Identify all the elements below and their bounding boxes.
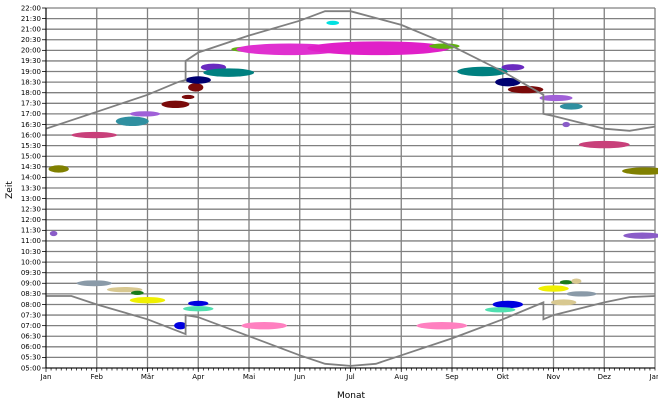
y-tick-label: 07:00 bbox=[21, 322, 41, 330]
observation-point bbox=[48, 165, 69, 173]
observation-point bbox=[538, 285, 569, 292]
observation-point bbox=[188, 300, 209, 307]
y-tick-label: 19:30 bbox=[21, 57, 41, 65]
y-tick-label: 11:00 bbox=[21, 237, 41, 245]
y-tick-label: 06:00 bbox=[21, 343, 41, 351]
x-tick-label: Apr bbox=[192, 373, 204, 381]
y-tick-label: 14:30 bbox=[21, 163, 41, 171]
y-tick-label: 19:00 bbox=[21, 68, 41, 76]
observation-point bbox=[578, 140, 630, 149]
y-tick-label: 13:30 bbox=[21, 184, 41, 192]
x-axis-label: Monat bbox=[337, 391, 365, 401]
observation-point bbox=[622, 167, 658, 175]
y-tick-label: 10:30 bbox=[21, 248, 41, 256]
observation-point bbox=[539, 94, 573, 102]
observation-marks bbox=[48, 20, 658, 330]
y-tick-label: 16:30 bbox=[21, 121, 41, 129]
observation-point bbox=[241, 321, 288, 330]
x-tick-label: Jan bbox=[649, 373, 658, 381]
x-tick-label: Dez bbox=[598, 373, 612, 381]
x-tick-label: Feb bbox=[91, 373, 104, 381]
y-tick-label: 21:30 bbox=[21, 15, 41, 23]
y-tick-label: 12:30 bbox=[21, 205, 41, 213]
x-tick-label: Mär bbox=[141, 373, 154, 381]
observation-point bbox=[131, 290, 144, 295]
observation-point bbox=[174, 321, 187, 330]
y-tick-label: 07:30 bbox=[21, 311, 41, 319]
y-tick-label: 15:00 bbox=[21, 153, 41, 161]
observation-point bbox=[623, 232, 658, 239]
observation-point bbox=[566, 291, 597, 297]
observation-point bbox=[457, 66, 508, 77]
sunrise-curve bbox=[46, 295, 656, 367]
observation-point bbox=[484, 307, 516, 313]
observation-point bbox=[307, 41, 450, 56]
y-tick-label: 17:30 bbox=[21, 100, 41, 108]
y-tick-label: 15:30 bbox=[21, 142, 41, 150]
x-tick-label: Nov bbox=[547, 373, 561, 381]
y-tick-label: 08:00 bbox=[21, 301, 41, 309]
observation-point bbox=[49, 230, 58, 237]
observation-point bbox=[188, 83, 204, 92]
y-tick-label: 17:00 bbox=[21, 110, 41, 118]
observation-point bbox=[501, 64, 525, 71]
observation-point bbox=[129, 111, 161, 117]
y-tick-label: 21:00 bbox=[21, 25, 41, 33]
observation-point bbox=[429, 43, 460, 49]
observation-point bbox=[326, 20, 340, 25]
x-tick-label: Jun bbox=[293, 373, 305, 381]
x-tick-label: Okt bbox=[497, 373, 510, 381]
observation-point bbox=[115, 116, 149, 127]
x-tick-label: Mai bbox=[243, 373, 255, 381]
grid-lines bbox=[45, 7, 656, 369]
observation-point bbox=[562, 121, 570, 128]
observation-point bbox=[183, 306, 214, 312]
y-tick-label: 18:00 bbox=[21, 89, 41, 97]
daylight-curves bbox=[45, 10, 656, 367]
x-tick-label: Aug bbox=[394, 373, 408, 381]
observation-point bbox=[106, 287, 143, 293]
x-tick-label: Jul bbox=[345, 373, 355, 381]
y-tick-label: 06:30 bbox=[21, 333, 41, 341]
observation-point bbox=[571, 278, 582, 284]
observation-point bbox=[76, 280, 112, 287]
observation-point bbox=[161, 100, 190, 109]
observation-point bbox=[185, 76, 211, 84]
observation-point bbox=[559, 280, 573, 285]
observation-point bbox=[203, 68, 255, 77]
observation-point bbox=[129, 297, 166, 304]
y-tick-label: 05:00 bbox=[21, 364, 41, 372]
y-tick-label: 05:30 bbox=[21, 354, 41, 362]
observation-point bbox=[495, 77, 521, 87]
observation-point bbox=[416, 321, 468, 330]
y-tick-label: 13:00 bbox=[21, 195, 41, 203]
x-tick-label: Jan bbox=[40, 373, 52, 381]
x-tick-label: Sep bbox=[445, 373, 459, 381]
observation-point bbox=[507, 85, 544, 94]
observation-point bbox=[559, 103, 583, 110]
y-axis-label: Zeit bbox=[5, 181, 15, 199]
y-tick-label: 20:00 bbox=[21, 47, 41, 55]
sunset-curve bbox=[45, 10, 656, 132]
y-tick-label: 08:30 bbox=[21, 290, 41, 298]
axes: 05:00 05:30 06:00 06:30 07:00 07:30 08:00 08:30… bbox=[21, 4, 658, 381]
y-tick-label: 09:30 bbox=[21, 269, 41, 277]
y-tick-label: 10:00 bbox=[21, 258, 41, 266]
observation-point bbox=[181, 94, 195, 100]
y-tick-label: 14:00 bbox=[21, 174, 41, 182]
y-tick-label: 18:30 bbox=[21, 78, 41, 86]
y-tick-label: 12:00 bbox=[21, 216, 41, 224]
y-tick-label: 22:00 bbox=[21, 4, 41, 12]
y-tick-label: 09:00 bbox=[21, 280, 41, 288]
y-tick-label: 20:30 bbox=[21, 36, 41, 44]
y-tick-label: 16:00 bbox=[21, 131, 41, 139]
observation-point bbox=[492, 300, 524, 309]
observation-point bbox=[71, 131, 118, 139]
observation-point bbox=[550, 299, 577, 306]
y-tick-label: 11:30 bbox=[21, 227, 41, 235]
